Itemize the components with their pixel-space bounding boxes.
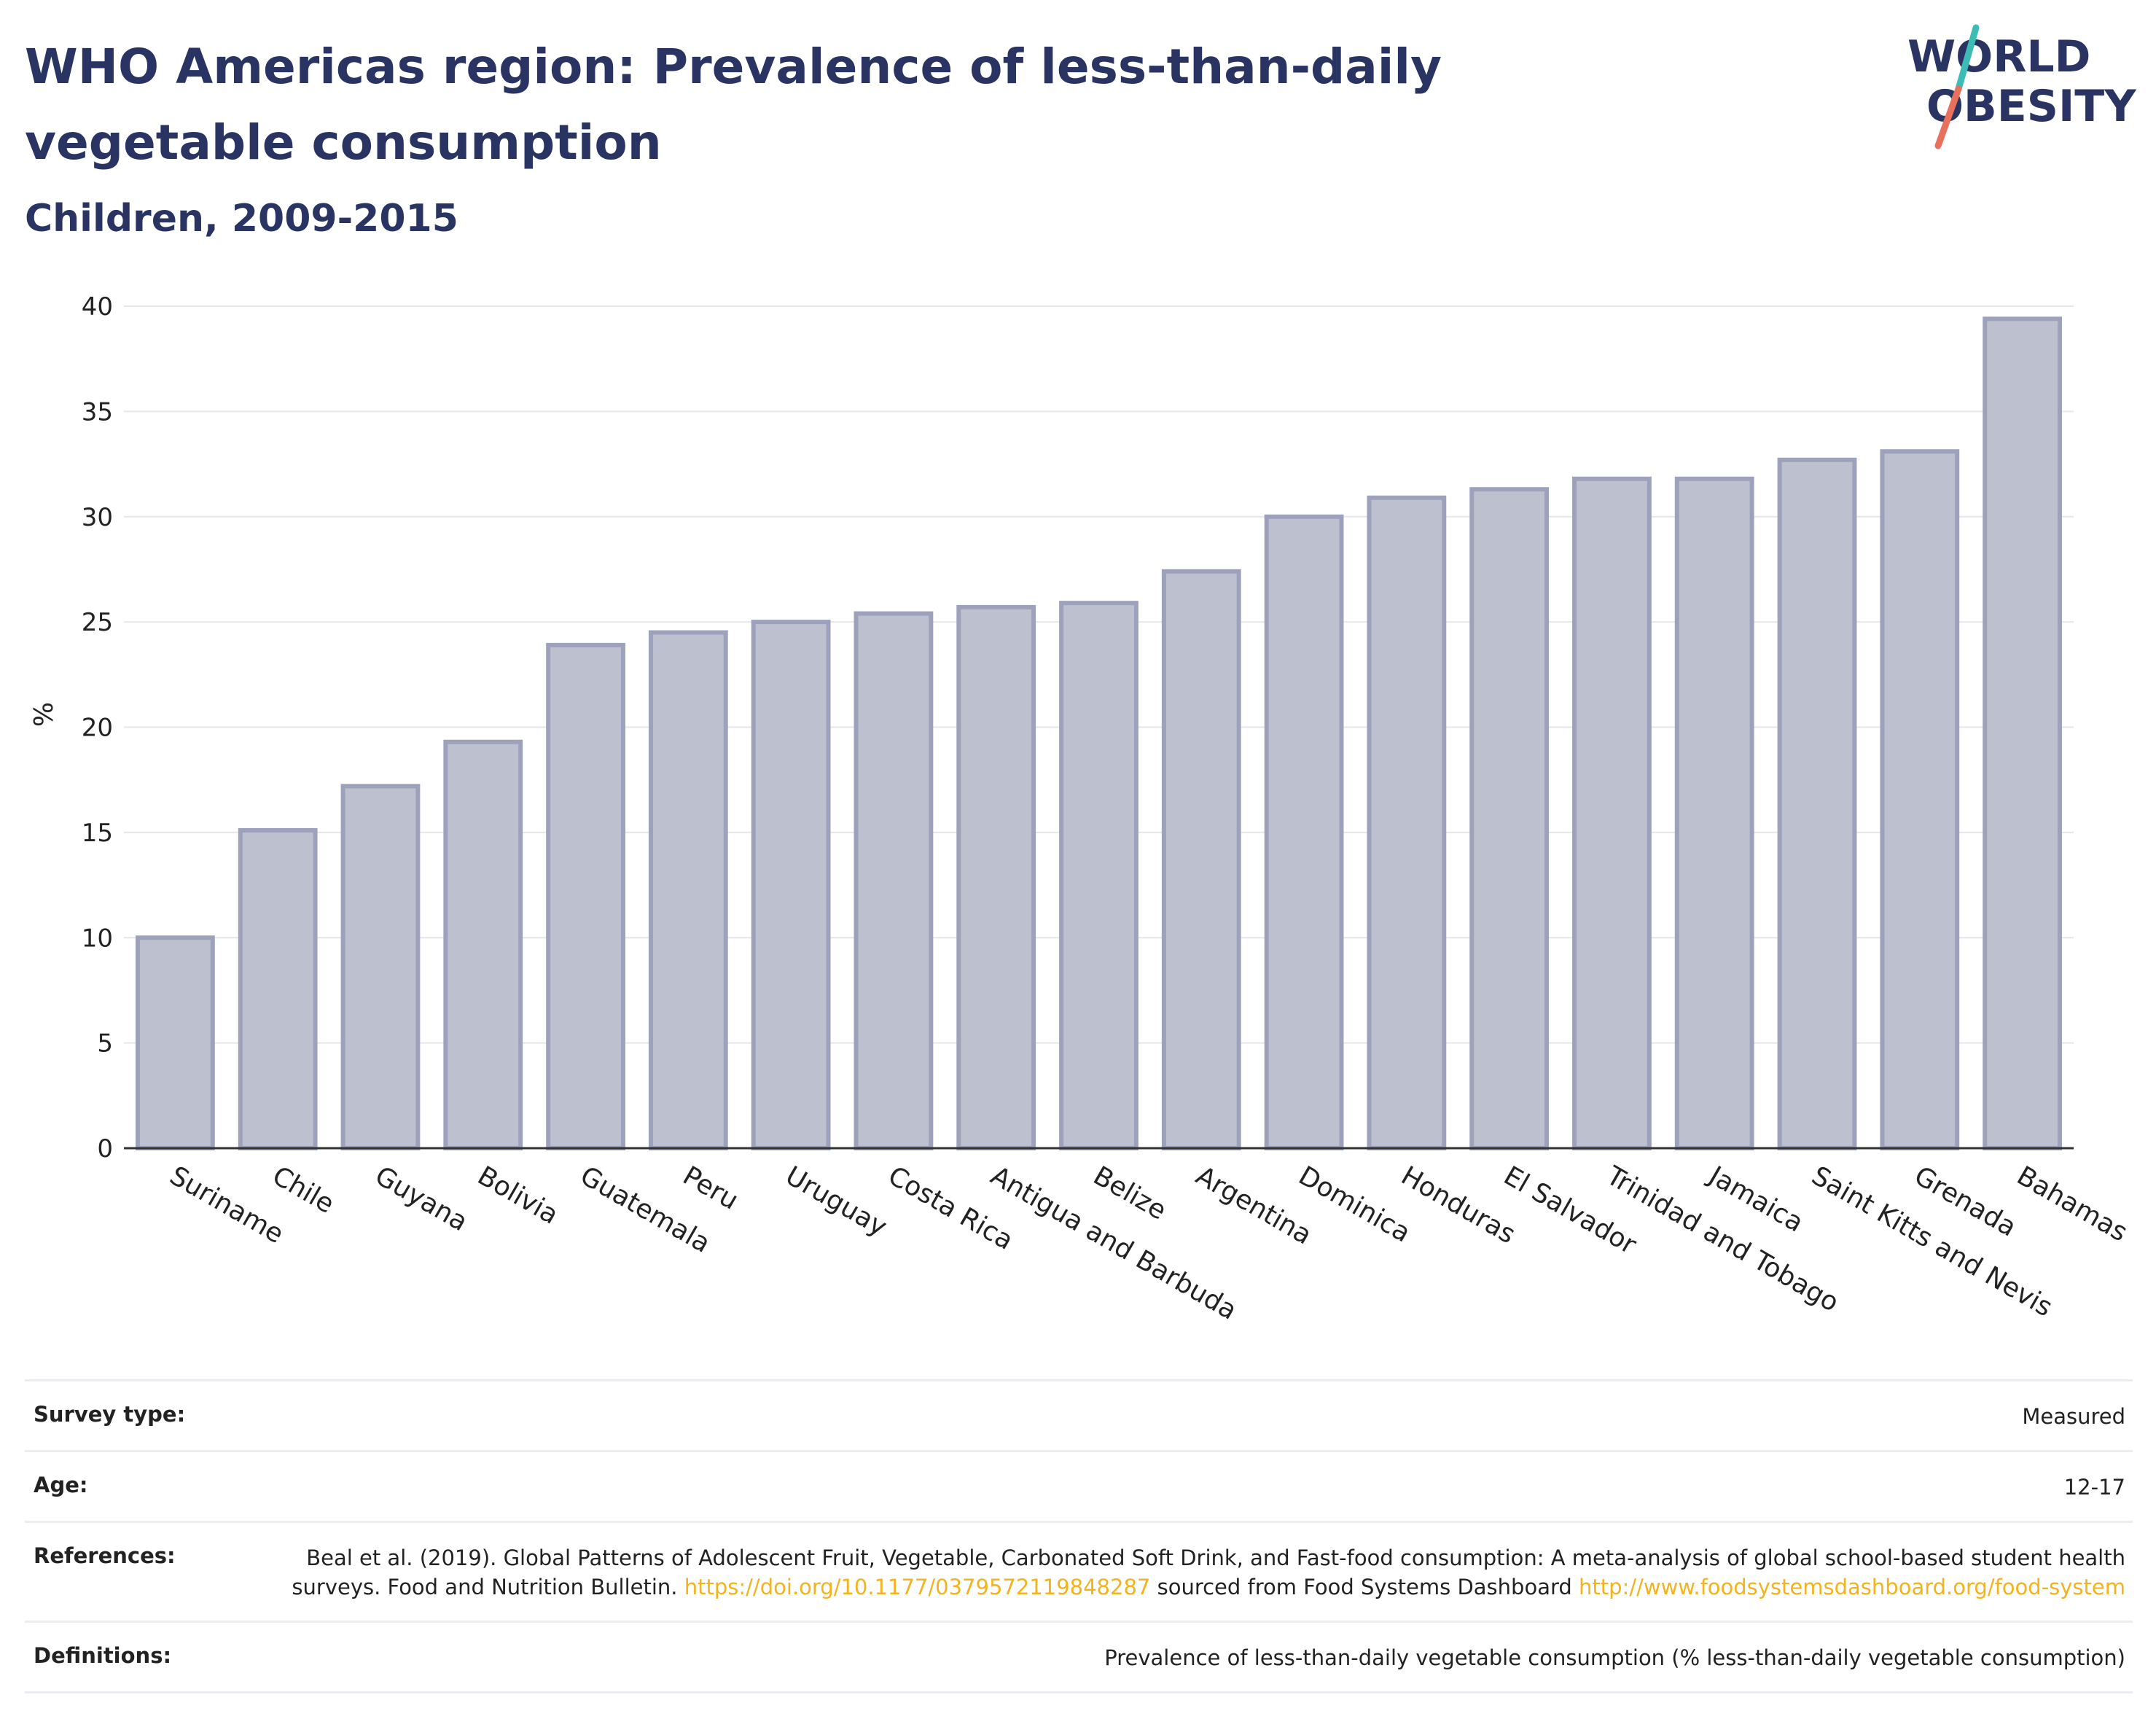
- bar: [443, 739, 523, 1150]
- bar: [1880, 449, 1960, 1150]
- x-tick-label: Bolivia: [472, 1161, 563, 1231]
- x-tick-label: Chile: [267, 1161, 340, 1220]
- definitions-row: Definitions: Prevalence of less-than-dai…: [25, 1621, 2133, 1693]
- x-tick-label: Belize: [1088, 1161, 1171, 1225]
- y-tick-label: 35: [82, 397, 113, 426]
- y-tick-label: 30: [82, 503, 113, 532]
- bar: [956, 604, 1036, 1151]
- world-obesity-logo: WORLD OBESITY: [1907, 24, 2137, 149]
- food-systems-dashboard-link[interactable]: http://www.foodsystemsdashboard.org/food…: [1579, 1575, 2125, 1599]
- y-axis-ticks: 0 5 10 15 20 25 30 35 40: [82, 292, 113, 1163]
- survey-type-value: Measured: [2022, 1404, 2125, 1429]
- doi-link[interactable]: https://doi.org/10.1177/0379572119848287: [684, 1575, 1151, 1599]
- survey-type-label: Survey type:: [34, 1402, 186, 1427]
- bar: [1059, 601, 1138, 1150]
- bar: [1983, 316, 2062, 1151]
- references-source-text: sourced from Food Systems Dashboard: [1157, 1575, 1572, 1599]
- bars: [136, 316, 2062, 1151]
- bar: [854, 611, 934, 1150]
- bar: [136, 935, 215, 1150]
- x-tick-label: Peru: [678, 1161, 743, 1216]
- bar: [340, 784, 421, 1150]
- references-text: Beal et al. (2019). Global Patterns of A…: [292, 1545, 2125, 1599]
- references-row: References: Beal et al. (2019). Global P…: [25, 1521, 2133, 1621]
- x-tick-label: Argentina: [1191, 1161, 1317, 1250]
- chart-title: WHO Americas region: Prevalence of less-…: [25, 39, 1442, 171]
- bar: [751, 620, 831, 1150]
- references-label: References:: [34, 1543, 176, 1568]
- definitions-label: Definitions:: [34, 1643, 172, 1668]
- x-tick-label: Honduras: [1396, 1161, 1520, 1250]
- age-label: Age:: [34, 1473, 88, 1497]
- logo-slash-teal: [1955, 24, 1980, 93]
- bar: [1469, 487, 1550, 1150]
- y-tick-label: 5: [97, 1029, 113, 1059]
- bar: [546, 642, 625, 1150]
- chart-subtitle: Children, 2009-2015: [25, 197, 458, 241]
- x-tick-label: Dominica: [1294, 1161, 1415, 1248]
- logo-slash-coral: [1934, 85, 1962, 149]
- y-tick-label: 25: [82, 608, 113, 637]
- age-value: 12-17: [2063, 1475, 2125, 1500]
- bar: [648, 630, 728, 1150]
- bar: [1674, 476, 1754, 1150]
- bar: [1264, 514, 1344, 1150]
- x-tick-label: Suriname: [165, 1161, 289, 1250]
- bar: [1572, 476, 1652, 1150]
- x-tick-label: Bahamas: [2012, 1161, 2133, 1247]
- y-tick-label: 40: [82, 292, 113, 321]
- bar: [1161, 569, 1241, 1150]
- bar: [1777, 457, 1857, 1151]
- definitions-value: Prevalence of less-than-daily vegetable …: [1104, 1645, 2125, 1670]
- age-row: Age: 12-17: [25, 1450, 2133, 1521]
- survey-type-row: Survey type: Measured: [25, 1379, 2133, 1450]
- y-tick-label: 15: [82, 819, 113, 848]
- x-tick-label: Uruguay: [781, 1161, 892, 1242]
- logo-line-world: WORLD: [1907, 31, 2090, 82]
- metadata-table: Survey type: Measured Age: 12-17 Referen…: [25, 1379, 2133, 1693]
- y-tick-label: 20: [82, 714, 113, 743]
- y-axis-label: %: [29, 702, 59, 727]
- references-value: Beal et al. (2019). Global Patterns of A…: [289, 1543, 2125, 1602]
- y-tick-label: 0: [97, 1134, 113, 1163]
- bar: [238, 827, 318, 1150]
- x-tick-label: Guyana: [370, 1161, 472, 1237]
- y-tick-label: 10: [82, 924, 113, 953]
- bar: [1367, 495, 1447, 1150]
